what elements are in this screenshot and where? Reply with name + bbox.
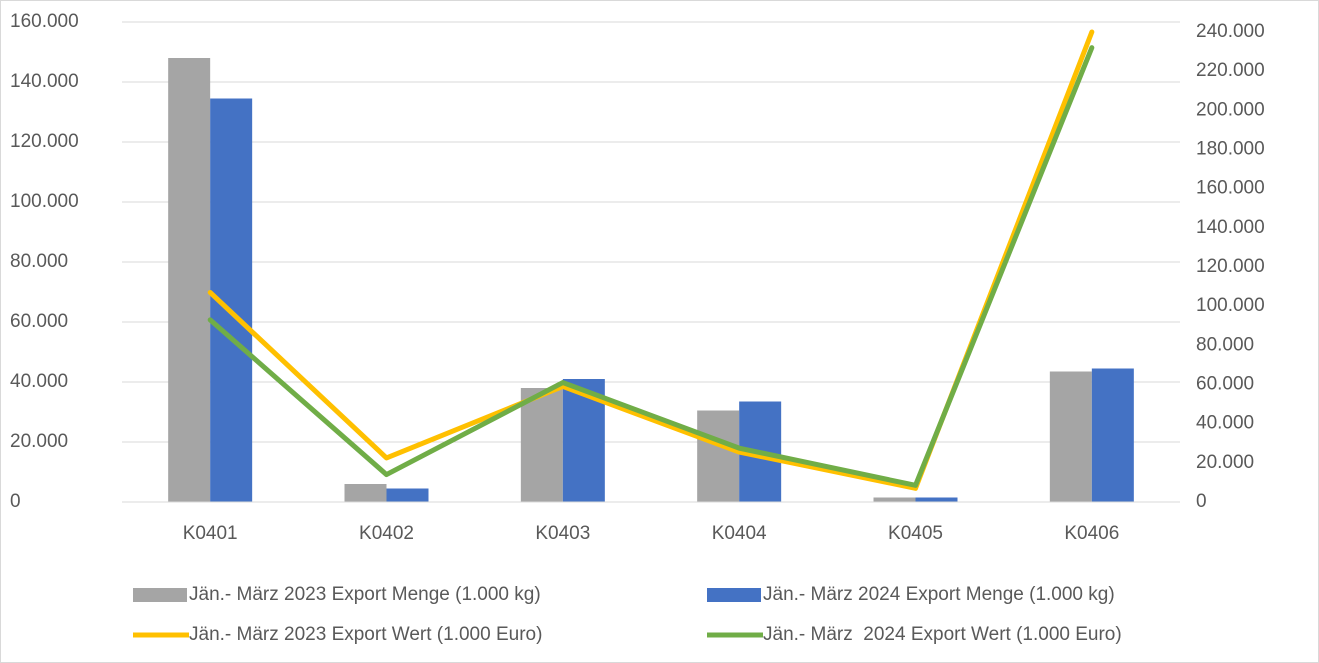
y2-tick-label: 60.000 — [1196, 374, 1254, 395]
y-tick-label: 80.000 — [10, 251, 68, 272]
x-tick-label: K0403 — [535, 523, 590, 544]
y2-tick-label: 180.000 — [1196, 139, 1265, 160]
y-tick-label: 60.000 — [10, 311, 68, 332]
legend-label: Jän.- März 2024 Export Menge (1.000 kg) — [763, 584, 1115, 605]
bar — [386, 488, 429, 502]
y-tick-label: 40.000 — [10, 371, 68, 392]
x-tick-label: K0405 — [888, 523, 943, 544]
y-tick-label: 120.000 — [10, 131, 79, 152]
y2-tick-label: 160.000 — [1196, 178, 1265, 199]
legend-label: Jän.- März 2023 Export Menge (1.000 kg) — [189, 584, 541, 605]
bar — [168, 58, 211, 502]
bar — [697, 410, 740, 502]
y2-tick-label: 240.000 — [1196, 21, 1265, 42]
y-tick-label: 0 — [10, 491, 21, 512]
y-tick-label: 100.000 — [10, 191, 79, 212]
x-tick-label: K0401 — [183, 523, 238, 544]
bar — [1049, 371, 1092, 502]
line-series — [207, 45, 1095, 488]
x-tick-label: K0402 — [359, 523, 414, 544]
y2-tick-label: 140.000 — [1196, 217, 1265, 238]
bar — [520, 388, 563, 502]
bar — [344, 484, 387, 502]
legend-label: Jän.- März 2023 Export Wert (1.000 Euro) — [189, 624, 542, 645]
legend-swatch — [133, 588, 187, 602]
y-tick-label: 20.000 — [10, 431, 68, 452]
y2-tick-label: 100.000 — [1196, 295, 1265, 316]
bar — [1091, 368, 1134, 502]
y2-tick-label: 80.000 — [1196, 334, 1254, 355]
y2-tick-label: 0 — [1196, 491, 1207, 512]
x-tick-label: K0404 — [712, 523, 767, 544]
y-tick-label: 140.000 — [10, 71, 79, 92]
y2-tick-label: 20.000 — [1196, 452, 1254, 473]
x-tick-label: K0406 — [1064, 523, 1119, 544]
legend-swatch — [707, 588, 761, 602]
legend-label: Jän.- März 2024 Export Wert (1.000 Euro) — [763, 624, 1122, 645]
y2-tick-label: 40.000 — [1196, 413, 1254, 434]
bar — [915, 497, 958, 502]
y2-tick-label: 220.000 — [1196, 60, 1265, 81]
y-tick-label: 160.000 — [10, 11, 79, 32]
bar — [873, 497, 916, 502]
y2-tick-label: 120.000 — [1196, 256, 1265, 277]
y2-tick-label: 200.000 — [1196, 99, 1265, 120]
